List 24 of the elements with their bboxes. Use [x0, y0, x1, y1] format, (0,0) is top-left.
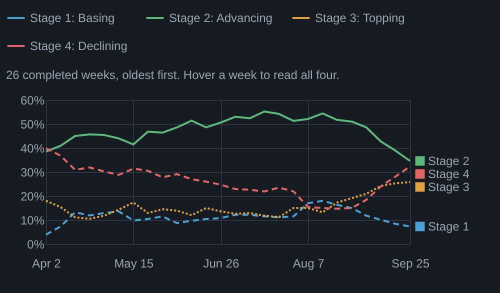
y-tick-label: 40% — [20, 142, 45, 156]
y-tick-label: 10% — [20, 214, 45, 228]
legend-label: Stage 4: Declining — [30, 39, 128, 53]
x-tick-label: Apr 2 — [32, 256, 62, 270]
legend-label: Stage 3: Topping — [315, 11, 405, 25]
y-tick-label: 50% — [20, 118, 45, 132]
y-tick-label: 20% — [20, 190, 45, 204]
annotation: Stage 1 — [428, 219, 470, 234]
x-tick-label: Sep 25 — [391, 256, 430, 270]
y-tick-label: 0% — [27, 238, 45, 252]
x-tick-label: May 15 — [114, 256, 154, 270]
x-tick-label: Aug 7 — [292, 256, 325, 270]
line-series — [45, 200, 411, 236]
x-tick-label: Jun 26 — [203, 256, 240, 270]
y-tick-label: 30% — [20, 166, 45, 180]
annotation: Stage 4 — [428, 166, 470, 181]
legend-label: Stage 1: Basing — [30, 11, 115, 25]
annotation: Stage 2 — [428, 154, 470, 168]
line-series — [45, 181, 411, 220]
chart-subtitle: 26 completed weeks, oldest first. Hover a week to read all four. — [6, 68, 340, 82]
y-tick-label: 60% — [20, 94, 45, 108]
legend-label: Stage 2: Advancing — [169, 11, 272, 25]
line-series — [45, 110, 411, 162]
annotation: Stage 3 — [428, 180, 470, 194]
